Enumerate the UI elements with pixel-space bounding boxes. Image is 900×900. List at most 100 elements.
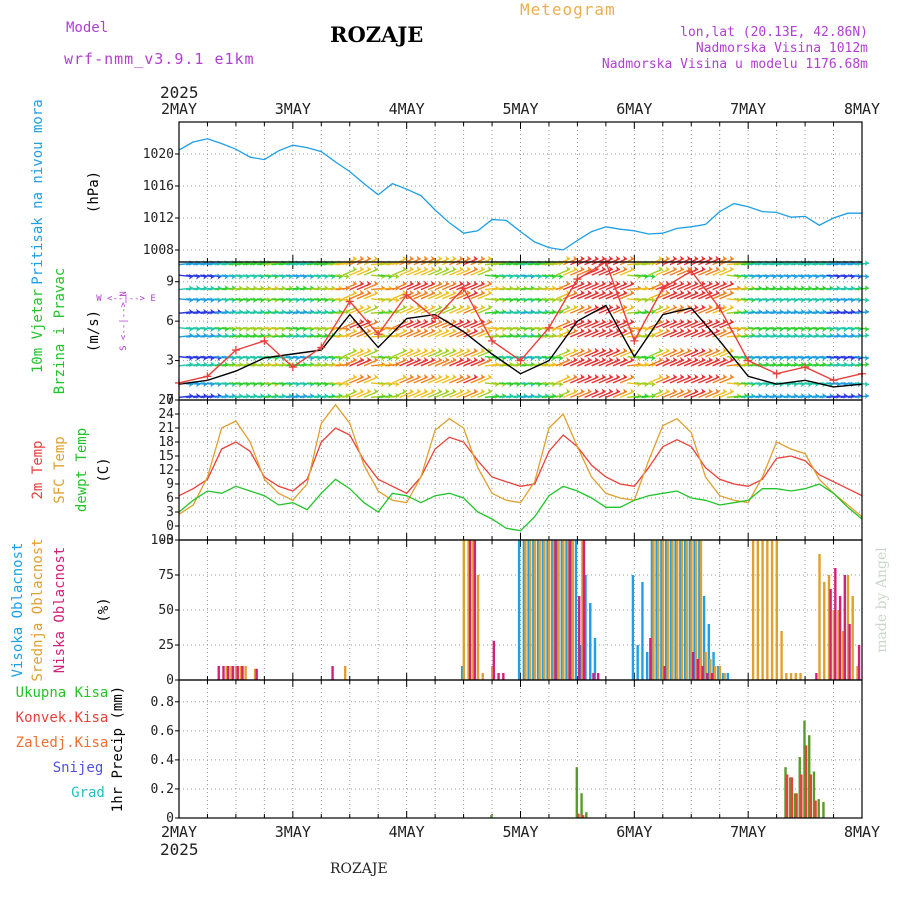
- wind-arrow-head: [622, 347, 627, 354]
- wind-arrow-head: [573, 304, 578, 311]
- series-line: [178, 427, 863, 497]
- y-tick-label: 9: [166, 477, 174, 492]
- wind-arrow-head: [608, 266, 613, 273]
- y-axis-label: dewpt Temp: [74, 428, 90, 512]
- bar-mark: [799, 673, 802, 680]
- bar-mark: [851, 596, 854, 680]
- wind-arrow-head: [580, 327, 585, 334]
- wind-arrow-head: [373, 304, 378, 311]
- wind-arrow-head: [679, 318, 684, 325]
- wind-arrow-head: [608, 318, 613, 325]
- wind-arrow-head: [580, 255, 585, 262]
- y-tick-label: 18: [158, 435, 174, 450]
- bar-mark: [784, 767, 787, 818]
- bar-mark: [696, 659, 699, 680]
- wind-arrow-head: [665, 388, 670, 395]
- gust-marker: [203, 372, 212, 381]
- wind-arrow-head: [438, 373, 443, 380]
- bar-mark: [655, 540, 658, 680]
- wind-arrow-head: [573, 289, 578, 296]
- wind-arrow-head: [473, 327, 478, 334]
- wind-arrow-head: [487, 289, 492, 296]
- wind-arrow-head: [729, 304, 734, 311]
- y-tick-label: 0: [166, 673, 174, 688]
- y-tick-label: 0: [166, 519, 174, 534]
- wind-arrow-head: [622, 280, 627, 287]
- bar-mark: [701, 666, 704, 680]
- wind-arrow-head: [594, 327, 599, 334]
- wind-arrow-head: [587, 327, 592, 334]
- wind-arrow-head: [587, 388, 592, 395]
- bar-mark: [814, 800, 817, 818]
- wind-arrow-head: [573, 356, 578, 363]
- wind-arrow-head: [672, 304, 677, 311]
- wind-arrow-head: [438, 280, 443, 287]
- wind-arrow-head: [445, 304, 450, 311]
- bar-mark: [709, 659, 712, 680]
- footer-station: ROZAJE: [330, 861, 388, 877]
- bar-mark: [780, 631, 783, 680]
- wind-arrow-head: [409, 388, 414, 395]
- wind-arrow-head: [864, 332, 869, 339]
- wind-arrow-head: [373, 373, 378, 380]
- wind-arrow-head: [701, 356, 706, 363]
- wind-arrow-head: [679, 373, 684, 380]
- wind-arrow-head: [438, 289, 443, 296]
- wind-arrow-head: [622, 388, 627, 395]
- bar-mark: [690, 540, 693, 680]
- wind-arrow-head: [473, 289, 478, 296]
- bar-mark: [574, 540, 578, 680]
- bar-mark: [694, 540, 698, 680]
- bar-mark: [723, 673, 726, 680]
- y-tick-label: 6: [166, 491, 174, 506]
- date-label-top: 5MAY: [502, 100, 538, 118]
- gust-marker: [288, 363, 297, 372]
- wind-arrow-head: [694, 255, 699, 262]
- date-label-bottom: 5MAY: [502, 823, 538, 841]
- wind-arrow-head: [452, 318, 457, 325]
- gust-marker: [658, 284, 667, 293]
- wind-arrow-head: [679, 289, 684, 296]
- bar-mark: [557, 540, 560, 680]
- wind-arrow-head: [722, 318, 727, 325]
- y-tick-label: 3: [166, 354, 174, 369]
- wind-arrow-head: [480, 289, 485, 296]
- wind-arrow-head: [679, 388, 684, 395]
- y-tick-label: 21: [158, 421, 174, 436]
- wind-arrow-head: [701, 327, 706, 334]
- wind-arrow-head: [558, 297, 563, 304]
- wind-arrow-head: [573, 327, 578, 334]
- bar-mark: [798, 756, 801, 818]
- wind-arrow-head: [345, 326, 350, 333]
- wind-arrow-head: [402, 356, 407, 363]
- bar-mark: [800, 774, 803, 818]
- wind-arrow-head: [480, 356, 485, 363]
- wind-arrow-head: [445, 289, 450, 296]
- date-label-top: 8MAY: [844, 100, 880, 118]
- bar-mark: [726, 673, 729, 680]
- wind-arrow-head: [658, 255, 663, 262]
- wind-arrow-head: [345, 381, 350, 388]
- wind-arrow-head: [651, 355, 656, 362]
- date-label-top: 4MAY: [389, 100, 425, 118]
- wind-arrow-head: [487, 304, 492, 311]
- wind-arrow-head: [373, 289, 378, 296]
- wind-arrow-head: [587, 318, 592, 325]
- wind-arrow-head: [409, 304, 414, 311]
- bar-mark: [817, 799, 820, 818]
- year-label-bottom: 2025: [160, 840, 199, 859]
- wind-arrow-head: [708, 388, 713, 395]
- wind-arrow-head: [722, 289, 727, 296]
- wind-arrow-head: [416, 327, 421, 334]
- wind-arrow-head: [679, 327, 684, 334]
- wind-arrow-head: [345, 273, 350, 280]
- bar-mark: [570, 540, 573, 680]
- wind-arrow-head: [402, 304, 407, 311]
- wind-arrow-head: [864, 285, 869, 292]
- wind-arrow-head: [359, 280, 364, 287]
- wind-arrow-head: [701, 266, 706, 273]
- wind-arrow-head: [430, 266, 435, 273]
- wind-arrow-head: [452, 280, 457, 287]
- wind-arrow-head: [708, 280, 713, 287]
- wind-arrow-head: [608, 388, 613, 395]
